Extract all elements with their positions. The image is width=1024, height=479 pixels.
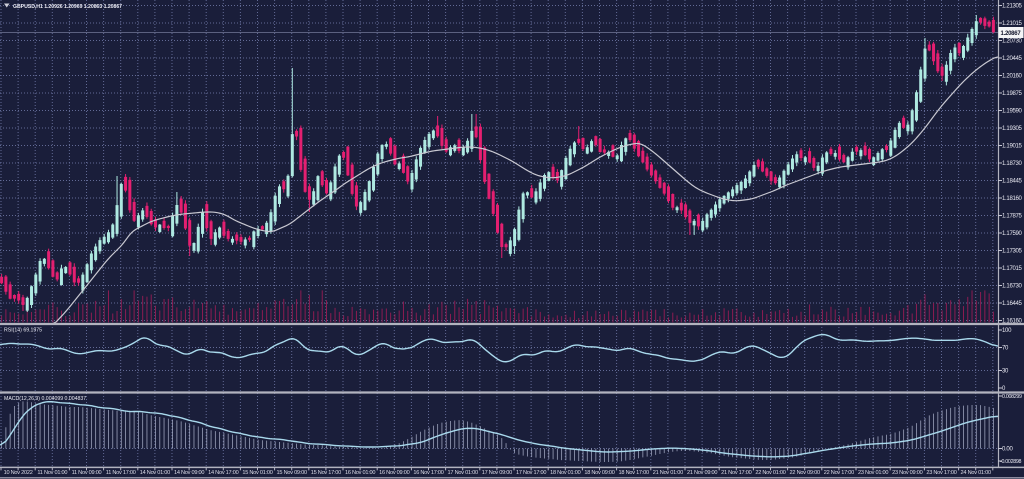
svg-text:11 Nov 09:00: 11 Nov 09:00 — [72, 470, 102, 476]
svg-text:1.17015: 1.17015 — [1002, 266, 1023, 272]
svg-text:0.008299: 0.008299 — [1002, 394, 1022, 400]
svg-text:16 Nov 17:00: 16 Nov 17:00 — [413, 470, 443, 476]
svg-text:1.20445: 1.20445 — [1002, 56, 1023, 62]
svg-text:21 Nov 17:00: 21 Nov 17:00 — [721, 470, 751, 476]
svg-text:1.21015: 1.21015 — [1002, 21, 1023, 27]
svg-text:1.16160: 1.16160 — [1002, 319, 1023, 325]
svg-text:24 Nov 01:00: 24 Nov 01:00 — [961, 470, 991, 476]
svg-text:18 Nov 17:00: 18 Nov 17:00 — [619, 470, 649, 476]
svg-text:14 Nov 17:00: 14 Nov 17:00 — [208, 470, 238, 476]
svg-text:0: 0 — [1002, 386, 1006, 392]
svg-text:15 Nov 09:00: 15 Nov 09:00 — [277, 470, 307, 476]
svg-text:22 Nov 01:00: 22 Nov 01:00 — [755, 470, 785, 476]
svg-text:1.18445: 1.18445 — [1002, 179, 1023, 185]
svg-text:18 Nov 09:00: 18 Nov 09:00 — [584, 470, 614, 476]
svg-text:1.20867: 1.20867 — [1001, 31, 1022, 37]
svg-text:23 Nov 09:00: 23 Nov 09:00 — [892, 470, 922, 476]
svg-text:GBPUSD,H1 1.20926 1.20969 1.2: GBPUSD,H1 1.20926 1.20969 1.20863 1.2086… — [13, 4, 122, 10]
svg-text:1.18730: 1.18730 — [1002, 161, 1023, 167]
svg-text:21 Nov 01:00: 21 Nov 01:00 — [653, 470, 683, 476]
svg-text:MACD(12,26,9) 0.004099 0.00483: MACD(12,26,9) 0.004099 0.004837 — [4, 396, 86, 402]
svg-text:11 Nov 17:00: 11 Nov 17:00 — [106, 470, 136, 476]
svg-text:1.19875: 1.19875 — [1002, 91, 1023, 97]
svg-text:1.16730: 1.16730 — [1002, 284, 1023, 290]
svg-text:17 Nov 01:00: 17 Nov 01:00 — [448, 470, 478, 476]
svg-text:21 Nov 09:00: 21 Nov 09:00 — [687, 470, 717, 476]
svg-text:15 Nov 17:00: 15 Nov 17:00 — [311, 470, 341, 476]
svg-text:1.19015: 1.19015 — [1002, 144, 1023, 150]
svg-text:-0.002898: -0.002898 — [1000, 459, 1022, 465]
svg-text:17 Nov 17:00: 17 Nov 17:00 — [516, 470, 546, 476]
svg-text:1.16445: 1.16445 — [1002, 301, 1023, 307]
svg-text:1.20160: 1.20160 — [1002, 74, 1023, 80]
svg-text:1.20730: 1.20730 — [1002, 39, 1023, 45]
svg-text:1.19590: 1.19590 — [1002, 109, 1023, 115]
svg-text:1.17590: 1.17590 — [1002, 231, 1023, 237]
svg-text:22 Nov 17:00: 22 Nov 17:00 — [824, 470, 854, 476]
svg-text:RSI(14) 69.1975: RSI(14) 69.1975 — [4, 328, 42, 334]
svg-text:100: 100 — [1002, 328, 1012, 334]
svg-text:15 Nov 01:00: 15 Nov 01:00 — [242, 470, 272, 476]
svg-text:18 Nov 01:00: 18 Nov 01:00 — [550, 470, 580, 476]
svg-text:16 Nov 01:00: 16 Nov 01:00 — [345, 470, 375, 476]
svg-text:1.17875: 1.17875 — [1002, 214, 1023, 220]
svg-text:1.21305: 1.21305 — [1002, 4, 1023, 10]
svg-text:11 Nov 01:00: 11 Nov 01:00 — [37, 470, 67, 476]
svg-text:14 Nov 09:00: 14 Nov 09:00 — [174, 470, 204, 476]
svg-text:10 Nov 2022: 10 Nov 2022 — [4, 470, 33, 476]
svg-text:23 Nov 01:00: 23 Nov 01:00 — [858, 470, 888, 476]
svg-text:1.17305: 1.17305 — [1002, 249, 1023, 255]
svg-text:0.00: 0.00 — [1002, 447, 1013, 453]
svg-text:17 Nov 09:00: 17 Nov 09:00 — [482, 470, 512, 476]
svg-text:22 Nov 09:00: 22 Nov 09:00 — [790, 470, 820, 476]
svg-text:30: 30 — [1002, 369, 1009, 375]
svg-text:14 Nov 01:00: 14 Nov 01:00 — [140, 470, 170, 476]
svg-text:70: 70 — [1002, 346, 1009, 352]
svg-text:23 Nov 17:00: 23 Nov 17:00 — [926, 470, 956, 476]
svg-text:1.18160: 1.18160 — [1002, 196, 1023, 202]
svg-text:1.19305: 1.19305 — [1002, 126, 1023, 132]
svg-text:16 Nov 09:00: 16 Nov 09:00 — [379, 470, 409, 476]
